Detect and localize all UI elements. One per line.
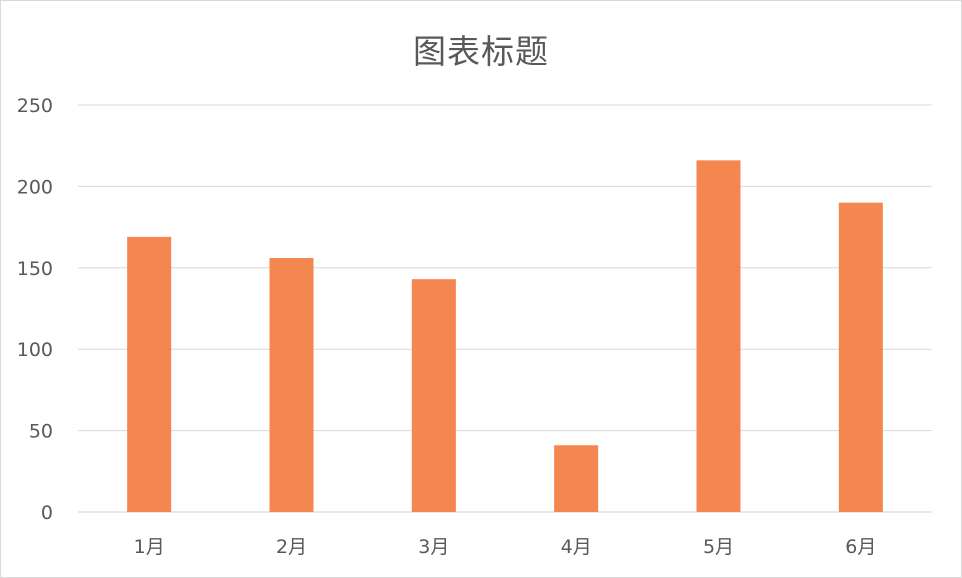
bar-5 (696, 160, 741, 513)
bar-4 (554, 445, 599, 512)
y-tick-label: 250 (17, 95, 53, 117)
y-tick-label: 150 (17, 258, 53, 280)
bar-3 (411, 279, 456, 512)
x-tick-label: 2月 (276, 536, 307, 558)
x-tick-label: 5月 (703, 536, 734, 558)
bar-2 (269, 258, 314, 512)
bar-6 (838, 202, 883, 512)
bars (127, 160, 883, 513)
gridlines (78, 104, 932, 513)
y-tick-label: 100 (17, 339, 53, 361)
x-tick-label: 4月 (561, 536, 592, 558)
y-tick-label: 50 (29, 421, 53, 443)
chart-title: 图表标题 (413, 32, 549, 71)
x-axis-ticks: 1月 2月 3月 4月 5月 6月 (134, 536, 877, 558)
y-tick-label: 0 (41, 502, 53, 524)
y-axis-ticks: 0 50 100 150 200 250 (17, 95, 53, 524)
x-tick-label: 3月 (418, 536, 449, 558)
x-tick-label: 1月 (134, 536, 165, 558)
x-tick-label: 6月 (845, 536, 876, 558)
bar-1 (127, 236, 172, 513)
y-tick-label: 200 (17, 176, 53, 198)
